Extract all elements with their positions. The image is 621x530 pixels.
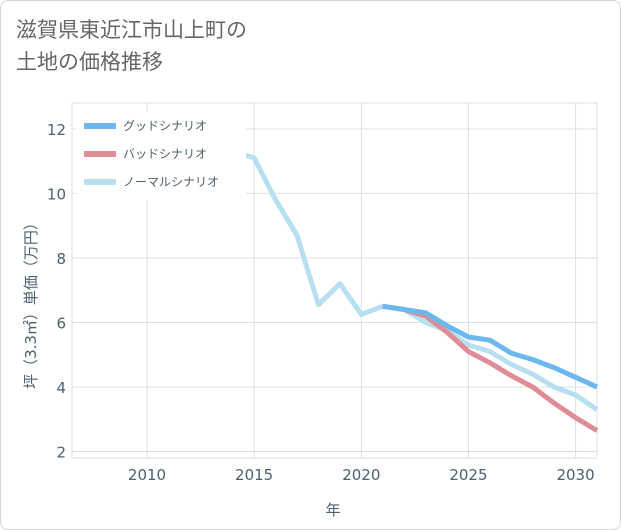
legend-item-good[interactable]: グッドシナリオ (84, 119, 207, 133)
x-tick-label: 2020 (342, 466, 380, 484)
plot-area-border (71, 102, 598, 459)
x-tick-label: 2010 (128, 466, 166, 484)
x-tick-labels: 2010 2015 2020 2025 2030 (128, 466, 595, 484)
y-tick-labels: 2 4 6 8 10 12 (47, 121, 66, 462)
y-tick-label: 4 (56, 379, 66, 397)
legend-item-bad[interactable]: バッドシナリオ (84, 147, 207, 161)
legend-label: バッドシナリオ (123, 147, 207, 161)
y-tick-label: 12 (47, 121, 66, 139)
chart-title-line-2: 土地の価格推移 (16, 50, 163, 74)
series-line-bad (382, 303, 599, 433)
x-tick-label: 2025 (449, 466, 487, 484)
x-axis-label: 年 (325, 501, 340, 519)
grid-lines (71, 102, 598, 459)
y-axis-label: 坪（3.3㎡）単価（万円） (22, 215, 40, 389)
y-tick-label: 8 (56, 250, 66, 268)
x-tick-label: 2015 (235, 466, 273, 484)
x-tick-label: 2030 (556, 466, 594, 484)
legend-label: グッドシナリオ (123, 119, 207, 133)
chart-title-line-1: 滋賀県東近江市山上町の (16, 18, 247, 42)
legend-item-normal[interactable]: ノーマルシナリオ (84, 175, 219, 189)
series-line-good (382, 303, 599, 390)
chart-title: 滋賀県東近江市山上町の 土地の価格推移 (16, 14, 247, 78)
y-tick-label: 10 (47, 185, 66, 203)
legend-label: ノーマルシナリオ (123, 175, 219, 189)
y-tick-label: 6 (56, 314, 66, 332)
y-tick-label: 2 (56, 444, 66, 462)
